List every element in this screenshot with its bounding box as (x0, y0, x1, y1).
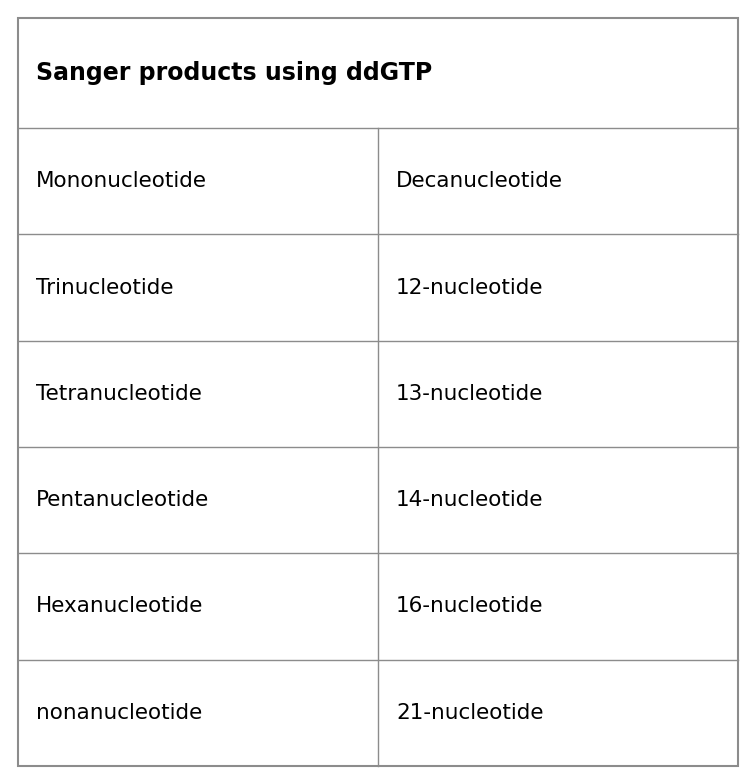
Text: Decanucleotide: Decanucleotide (396, 171, 563, 191)
Text: 13-nucleotide: 13-nucleotide (396, 384, 544, 404)
Text: Hexanucleotide: Hexanucleotide (36, 597, 203, 616)
Text: 16-nucleotide: 16-nucleotide (396, 597, 544, 616)
Text: 14-nucleotide: 14-nucleotide (396, 490, 544, 510)
Text: Sanger products using ddGTP: Sanger products using ddGTP (36, 61, 432, 85)
Text: 12-nucleotide: 12-nucleotide (396, 278, 544, 297)
Text: Tetranucleotide: Tetranucleotide (36, 384, 202, 404)
Text: Mononucleotide: Mononucleotide (36, 171, 207, 191)
Text: nonanucleotide: nonanucleotide (36, 702, 203, 723)
Text: Pentanucleotide: Pentanucleotide (36, 490, 209, 510)
Text: 21-nucleotide: 21-nucleotide (396, 702, 544, 723)
Text: Trinucleotide: Trinucleotide (36, 278, 173, 297)
